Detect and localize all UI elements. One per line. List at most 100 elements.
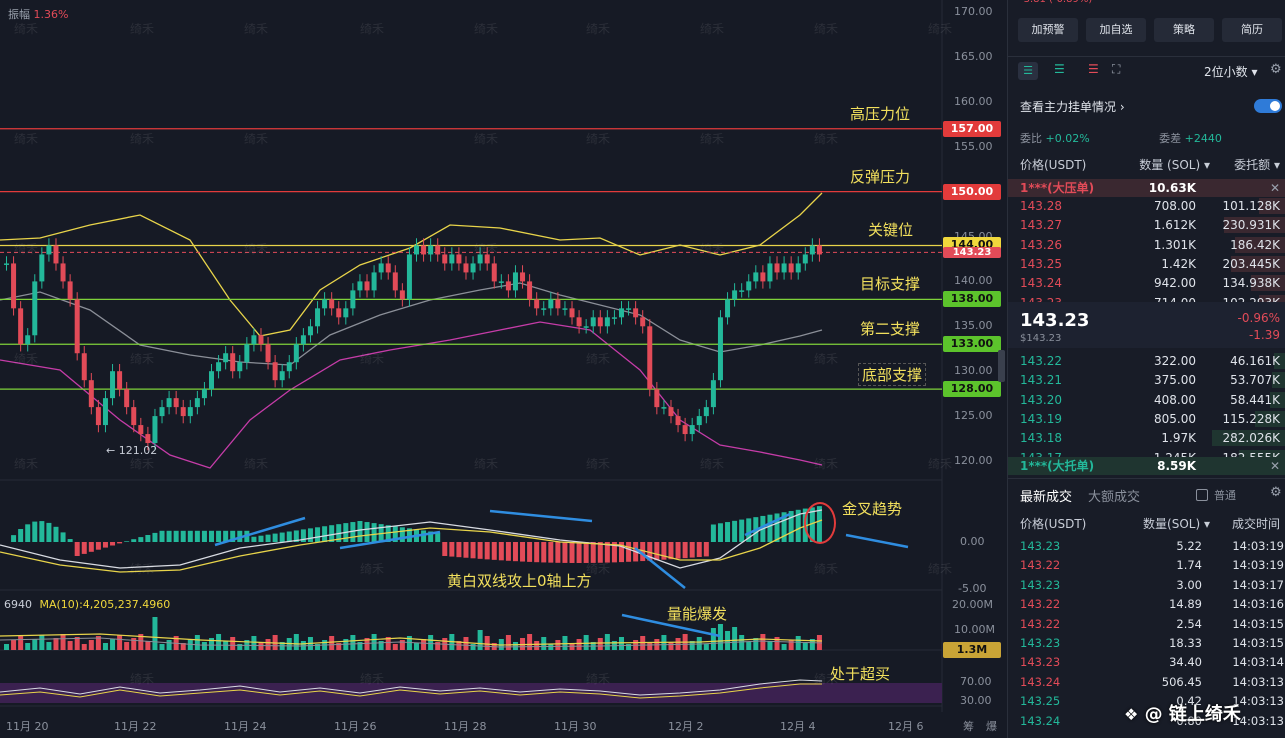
ask-total: 186.42K [1230,237,1280,252]
ask-depth-bar [1258,198,1285,214]
volume-bar [732,627,738,650]
macd-histogram-bar [187,530,193,542]
book-both-view-icon[interactable]: ☰ [1018,62,1038,80]
volume-bar [477,630,483,650]
macd-histogram-bar [548,542,554,563]
macd-histogram-bar [173,530,179,542]
watermark-text: 绮禾 [586,562,611,576]
bid-price: 143.20 [1020,392,1062,407]
volume-bar [534,641,540,650]
level-tag: 128.00 [943,381,1001,398]
candle-body [739,290,745,292]
trade-qty: 5.22 [1176,539,1202,553]
big-sell-close-icon[interactable]: ✕ [1269,181,1280,195]
macd-histogram-bar [81,542,87,554]
kline-chart-svg[interactable] [0,0,1005,738]
tab-large-trades[interactable]: 大额成交 [1088,490,1141,505]
date-axis-label: 11月 24 [224,720,267,733]
ordinary-checkbox[interactable] [1196,489,1208,501]
trade-time: 14:03:19 [1232,539,1284,553]
macd-histogram-bar [689,542,695,558]
trade-settings-icon[interactable]: ⚙ [1270,485,1282,500]
book-asks-view-icon[interactable]: ☰ [1088,62,1099,76]
bid-row[interactable]: 143.19 805.00 115.228K [1008,410,1285,428]
volume-bar [696,637,702,650]
main-orders-toggle[interactable] [1254,99,1282,113]
ask-row[interactable]: 143.27 1.612K 230.931K [1008,216,1285,234]
trade-header: 价格(USDT) 数量(SOL) ▾ 成交时间 [1008,515,1285,533]
volume-ma-line [0,633,823,646]
candle-body [640,317,646,327]
candle-body [576,317,582,327]
macd-histogram-bar [216,530,222,542]
bid-row[interactable]: 143.21 375.00 53.707K [1008,371,1285,389]
volume-bar [67,641,73,650]
volume-bar [795,636,801,650]
volume-bar [463,637,469,650]
panel-action-button[interactable]: 加自选 [1086,18,1146,42]
macd-histogram-bar [774,513,780,542]
expand-view-icon[interactable]: ⛶ [1112,62,1121,76]
panel-action-button[interactable]: 策略 [1154,18,1214,42]
macd-histogram-bar [640,542,646,562]
book-header-qty[interactable]: 数量 (SOL) ▾ [1139,158,1210,172]
ask-total: 203.445K [1222,256,1281,271]
trade-header-qty[interactable]: 数量(SOL) ▾ [1143,517,1210,531]
chart-collapse-handle[interactable] [998,350,1005,382]
ask-price: 143.24 [1020,276,1062,291]
macd-histogram-bar [661,542,667,560]
watermark-text: 绮禾 [814,672,839,686]
volume-bar [152,617,158,650]
ask-row[interactable]: 143.26 1.301K 186.42K [1008,236,1285,254]
macd-histogram-bar [498,542,504,561]
macd-histogram-bar [534,542,540,563]
volume-bar [46,642,52,650]
decimal-select[interactable]: 2位小数 ▾ [1204,65,1258,79]
candle-body [498,281,504,283]
trade-time: 14:03:16 [1232,597,1284,612]
candle-body [272,362,278,381]
book-header: 价格(USDT) 数量 (SOL) ▾ 委托额 ▾ [1008,156,1285,174]
ask-row[interactable]: 143.24 942.00 134.938K [1008,274,1285,292]
ask-price: 143.27 [1020,218,1062,233]
book-header-total-label: 委托额 [1234,158,1271,172]
book-header-total[interactable]: 委托额 ▾ [1234,158,1280,172]
price-axis-label: 140.00 [954,274,993,288]
bid-qty: 375.00 [1154,373,1196,388]
trade-row: 143.22 2.54 14:03:15 [1008,615,1285,633]
candle-body [732,290,738,300]
candle-body [88,380,94,408]
bid-row[interactable]: 143.20 408.00 58.441K [1008,391,1285,409]
macd-histogram-bar [590,542,596,563]
macd-histogram-bar [435,532,441,542]
kline-chart-area[interactable]: 振幅 1.36% 170.00 165.00 160.00 155.00 150.00 1… [0,0,1005,738]
candle-body [555,299,561,309]
trade-price: 143.23 [1020,636,1061,650]
panel-action-button[interactable]: 加预警 [1018,18,1078,42]
price-axis-label: 165.00 [954,49,993,63]
price-axis-label: 160.00 [954,94,993,108]
candle-body [124,389,130,408]
candle-body [230,353,236,372]
ask-total: 134.938K [1222,276,1281,291]
macd-histogram-bar [647,542,653,561]
ask-price: 143.25 [1020,256,1062,271]
panel-action-button[interactable]: 简历 [1222,18,1282,42]
trade-price: 143.24 [1020,674,1061,689]
book-bids-view-icon[interactable]: ☰ [1054,62,1065,76]
ask-row[interactable]: 143.25 1.42K 203.445K [1008,255,1285,273]
macd-histogram-bar [463,542,469,558]
ask-depth-bar [1235,236,1285,253]
tab-latest-trades[interactable]: 最新成交 [1020,490,1073,505]
bollinger-middle [0,282,823,366]
volume-bar [60,634,66,650]
macd-histogram-bar [399,527,405,542]
ask-row[interactable]: 143.28 708.00 101.128K [1008,197,1285,215]
settings-gear-icon[interactable]: ⚙ [1270,62,1282,77]
big-buy-close-icon[interactable]: ✕ [1269,459,1280,473]
bid-row[interactable]: 143.18 1.97K 282.026K [1008,429,1285,447]
main-orders-row[interactable]: 查看主力挂单情况 › [1020,100,1125,114]
bid-row[interactable]: 143.22 322.00 46.161K [1008,352,1285,370]
macd-histogram-bar [145,535,151,542]
macd-annotation: 黄白双线攻上0轴上方 [447,572,592,590]
